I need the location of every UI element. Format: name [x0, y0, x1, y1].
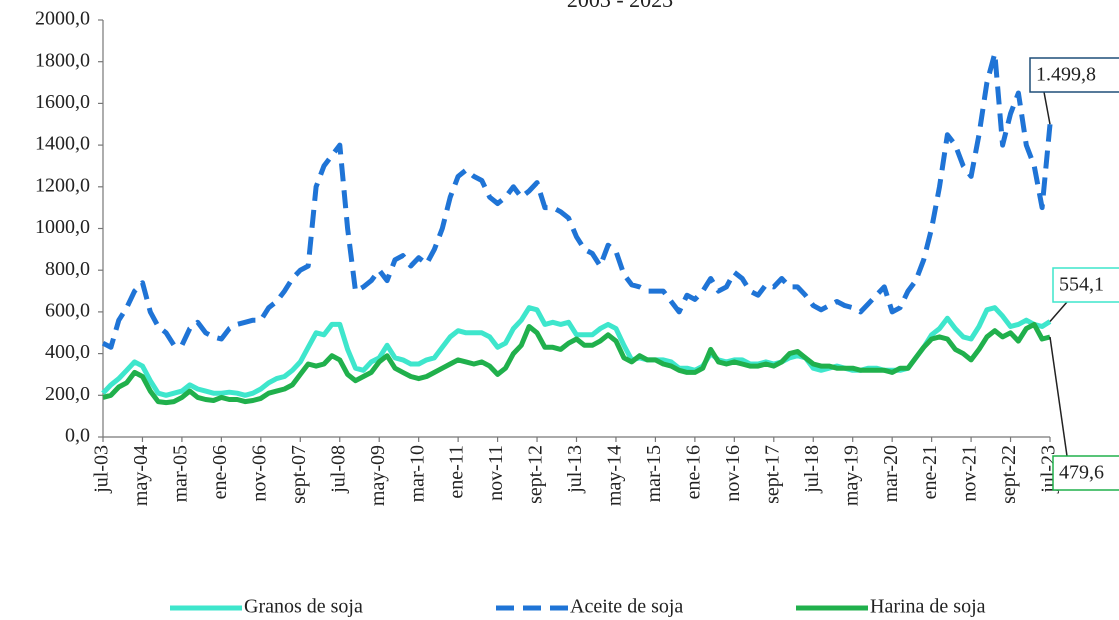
y-tick-label: 1800,0 — [35, 49, 90, 71]
x-tick-label: ene-06 — [209, 445, 231, 499]
x-tick-label: may-09 — [367, 445, 389, 506]
x-tick-label: jul-13 — [564, 445, 586, 494]
x-tick-label: jul-08 — [327, 445, 349, 494]
x-tick-label: may-14 — [604, 445, 626, 506]
series-line — [102, 321, 1051, 406]
x-tick-label: mar-15 — [643, 445, 665, 502]
annotation-leader — [1049, 336, 1068, 457]
x-tick-label: nov-11 — [485, 445, 507, 501]
series-line — [101, 50, 1053, 350]
annotation-leader — [1049, 301, 1068, 322]
x-tick-label: jul-03 — [91, 445, 113, 494]
x-tick-label: jul-18 — [801, 445, 823, 494]
y-tick-label: 1000,0 — [35, 216, 90, 238]
x-tick-label: nov-06 — [248, 445, 270, 502]
x-tick-label: nov-16 — [722, 445, 744, 502]
x-tick-label: mar-20 — [880, 445, 902, 502]
chart-title: 2003 - 2023 — [567, 0, 673, 12]
x-tick-label: nov-21 — [959, 445, 981, 502]
annotation: 554,1 — [1059, 274, 1104, 296]
legend-label: Harina de soja — [870, 596, 986, 618]
legend-label: Aceite de soja — [570, 596, 683, 618]
x-tick-label: ene-16 — [682, 445, 704, 499]
x-tick-label: sept-07 — [288, 445, 310, 504]
y-tick-label: 2000,0 — [35, 8, 90, 30]
x-tick-label: may-04 — [130, 445, 152, 506]
x-tick-label: mar-05 — [170, 445, 192, 502]
y-tick-label: 200,0 — [45, 383, 90, 405]
y-tick-label: 0,0 — [65, 425, 90, 447]
x-tick-label: mar-10 — [406, 445, 428, 502]
y-tick-label: 1400,0 — [35, 133, 90, 155]
x-tick-label: sept-12 — [525, 445, 547, 504]
annotation: 479,6 — [1059, 462, 1104, 484]
annotation-leader — [1043, 91, 1051, 125]
x-tick-label: ene-11 — [446, 445, 468, 499]
y-tick-label: 800,0 — [45, 258, 90, 280]
x-tick-label: ene-21 — [919, 445, 941, 499]
annotation-box — [1029, 57, 1119, 93]
annotation-box — [1052, 455, 1119, 491]
y-tick-label: 600,0 — [45, 299, 90, 321]
annotation: 1.499,8 — [1036, 64, 1096, 86]
legend-label: Granos de soja — [244, 596, 363, 618]
y-tick-label: 1600,0 — [35, 91, 90, 113]
x-tick-label: sept-22 — [998, 445, 1020, 504]
x-tick-label: sept-17 — [761, 445, 783, 504]
annotation-box — [1052, 267, 1119, 303]
y-tick-label: 400,0 — [45, 341, 90, 363]
x-tick-label: may-19 — [840, 445, 862, 506]
y-tick-label: 1200,0 — [35, 174, 90, 196]
